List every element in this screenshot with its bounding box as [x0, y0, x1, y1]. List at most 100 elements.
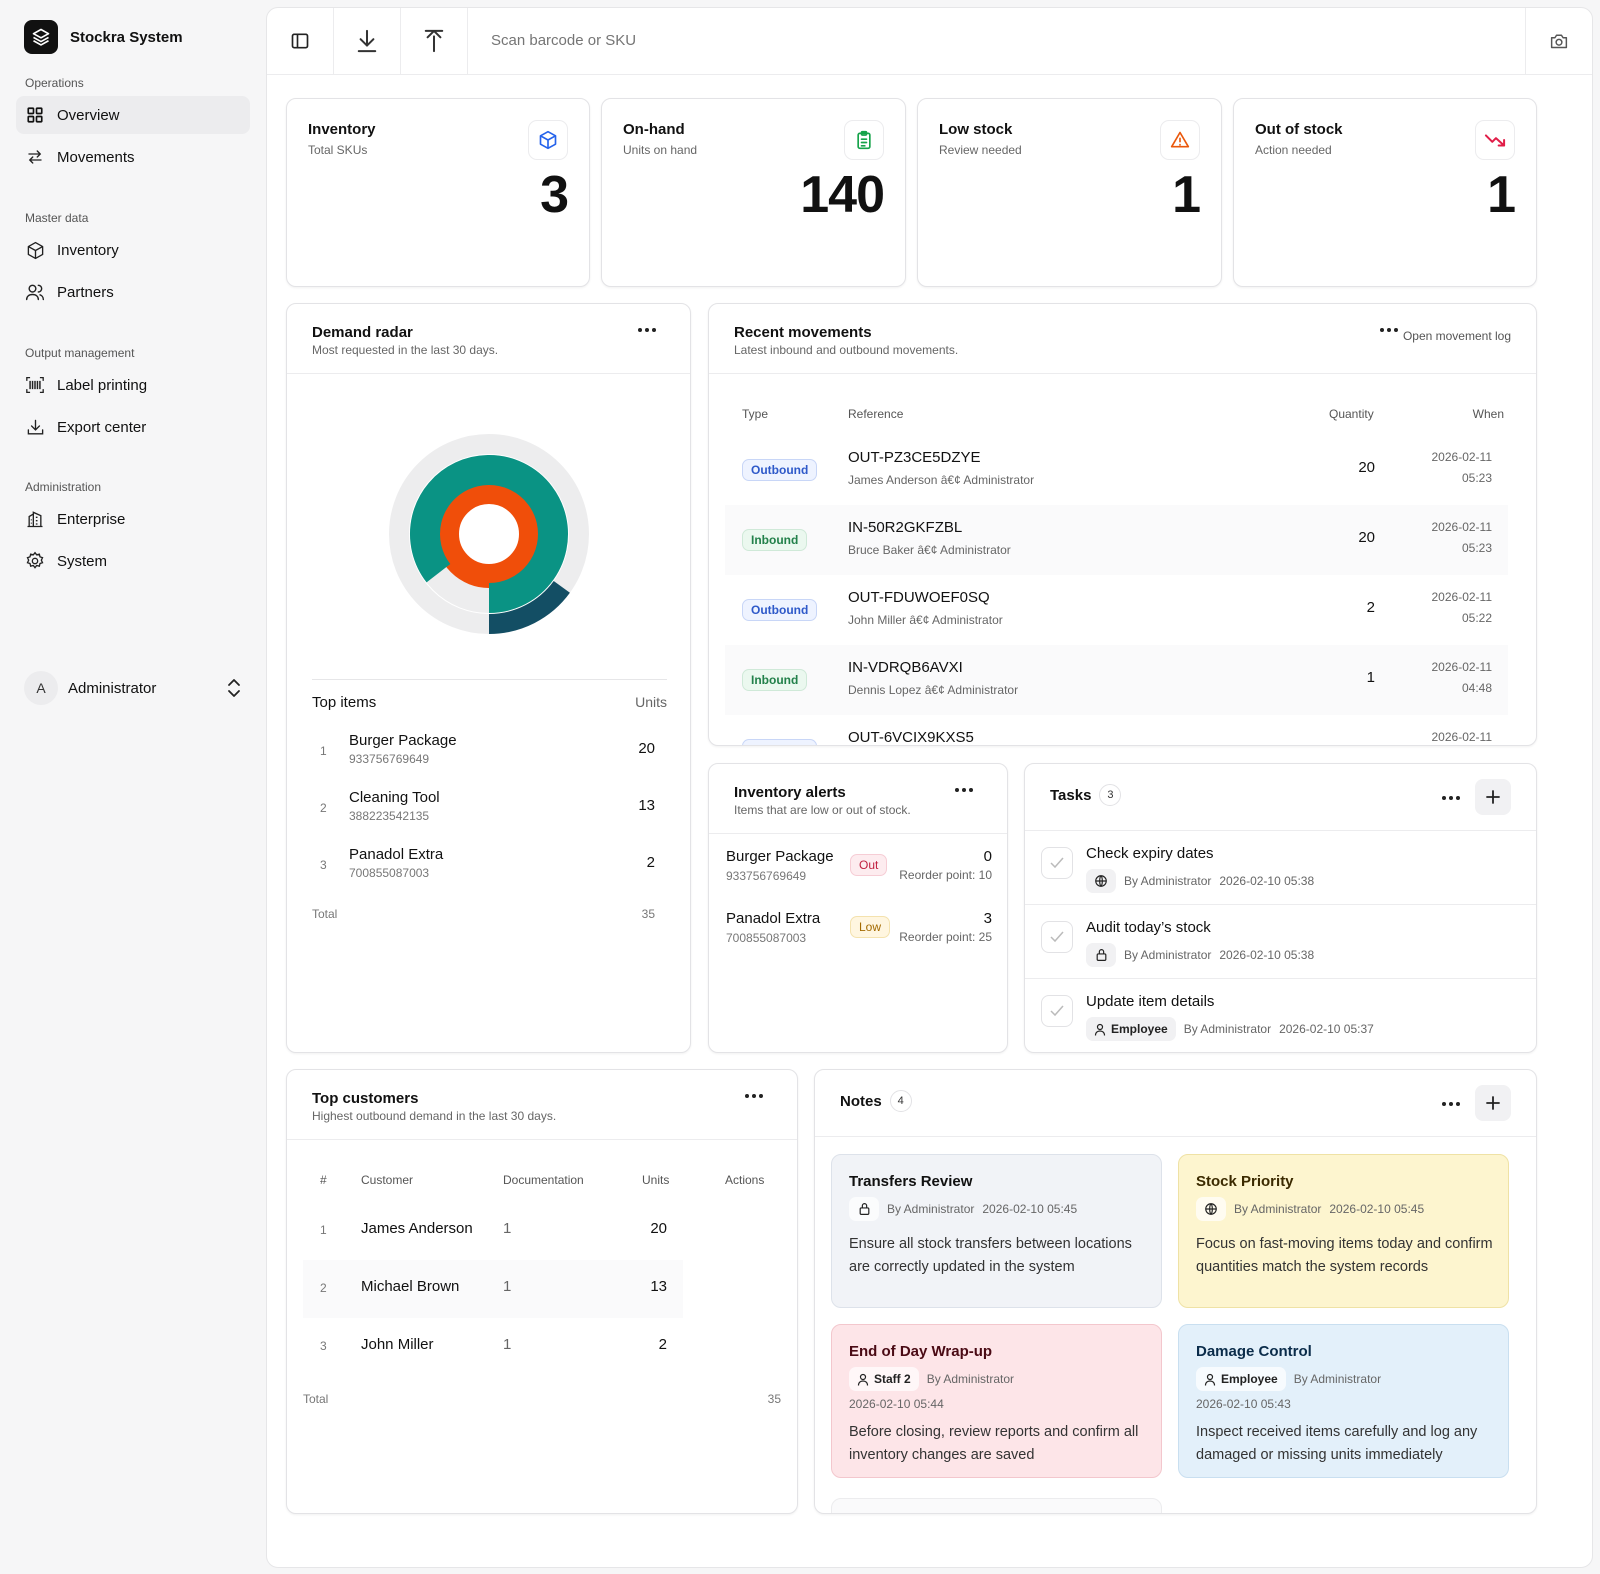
- task-item[interactable]: Check expiry dates By Administrator 2026…: [1025, 830, 1536, 904]
- table-row[interactable]: 2 Michael Brown 1 13: [303, 1260, 683, 1318]
- task-author: By Administrator: [1124, 948, 1212, 962]
- camera-scan-button[interactable]: [1525, 8, 1592, 74]
- import-button[interactable]: [334, 8, 401, 74]
- kpi-card-out-of-stock: Out of stock Action needed 1: [1233, 98, 1537, 287]
- card-subtitle: Latest inbound and outbound movements.: [734, 343, 959, 357]
- visibility-chip: [1086, 869, 1116, 893]
- barcode-search-input[interactable]: [491, 30, 891, 52]
- sidebar-item-inventory[interactable]: Inventory: [16, 231, 250, 269]
- status-badge: Low: [850, 916, 891, 938]
- table-row[interactable]: Inbound IN-VDRQB6AVXI Dennis Lopez â€¢ A…: [725, 645, 1508, 715]
- sidebar-item-movements[interactable]: Movements: [16, 138, 250, 176]
- note-card[interactable]: Transfers Review By Administrator 2026-0…: [831, 1154, 1162, 1308]
- task-checkbox[interactable]: [1041, 995, 1073, 1027]
- more-options-button[interactable]: [1380, 328, 1398, 332]
- movement-date: 2026-02-11: [1431, 450, 1493, 464]
- sidebar-item-partners[interactable]: Partners: [16, 273, 250, 311]
- table-row[interactable]: Outbound OUT-PZ3CE5DZYE James Anderson â…: [725, 435, 1508, 505]
- kpi-card-low-stock: Low stock Review needed 1: [917, 98, 1222, 287]
- item-units: 20: [638, 740, 655, 757]
- top-items-total: Total 35: [312, 907, 667, 921]
- toggle-sidebar-button[interactable]: [267, 8, 334, 74]
- more-options-button[interactable]: [955, 788, 973, 792]
- table-row[interactable]: 1 James Anderson 1 20: [303, 1202, 683, 1260]
- sidebar-item-enterprise[interactable]: Enterprise: [16, 500, 250, 538]
- task-item[interactable]: Update item details Employee By Administ…: [1025, 978, 1536, 1052]
- table-row[interactable]: 3 John Miller 1 2: [303, 1318, 683, 1376]
- warning-icon: [1160, 120, 1200, 160]
- more-options-button[interactable]: [638, 328, 656, 332]
- card-subtitle: Items that are low or out of stock.: [734, 803, 911, 817]
- column-header-actions: Actions: [725, 1173, 765, 1187]
- movement-when: 2026-02-11 05:23: [1432, 447, 1493, 489]
- globe-icon: [1095, 875, 1107, 887]
- task-checkbox[interactable]: [1041, 847, 1073, 879]
- customer-documentation: 1: [503, 1336, 512, 1353]
- table-row[interactable]: Outbound OUT-6VCIX9KXS5 2026-02-11: [725, 715, 1508, 745]
- alert-row[interactable]: Panadol Extra 700855087003 Low 3 Reorder…: [726, 910, 992, 960]
- task-title: Check expiry dates: [1086, 845, 1214, 862]
- card-header: Inventory alerts Items that are low or o…: [709, 764, 1007, 834]
- task-checkbox[interactable]: [1041, 921, 1073, 953]
- units-header: Units: [635, 694, 667, 710]
- task-meta: Employee By Administrator 2026-02-10 05:…: [1086, 1017, 1374, 1041]
- task-date: 2026-02-10 05:38: [1219, 874, 1315, 888]
- movement-partner: Bruce Baker â€¢ Administrator: [848, 543, 1011, 557]
- customer-name: Michael Brown: [361, 1278, 460, 1295]
- column-header-rank: #: [320, 1173, 327, 1187]
- more-options-button[interactable]: [745, 1094, 763, 1098]
- more-options-button[interactable]: [1442, 1102, 1460, 1106]
- alert-row[interactable]: Burger Package 933756769649 Out 0 Reorde…: [726, 848, 992, 898]
- top-customers-card: Top customers Highest outbound demand in…: [286, 1069, 798, 1514]
- visibility-chip: [849, 1197, 879, 1221]
- sidebar-item-label: Inventory: [57, 241, 119, 259]
- note-title: End of Day Wrap-up: [849, 1343, 993, 1360]
- trend-down-icon: [1475, 120, 1515, 160]
- radar-bar-1[interactable]: [435, 480, 543, 588]
- add-task-button[interactable]: [1475, 779, 1511, 815]
- movement-type-badge: Inbound: [742, 529, 808, 551]
- kpi-title: Low stock: [939, 121, 1013, 138]
- item-name: Burger Package: [349, 732, 457, 749]
- note-date: 2026-02-10 05:44: [849, 1397, 944, 1411]
- note-card[interactable]: Damage Control Employee By Administrator…: [1178, 1324, 1509, 1478]
- column-header-documentation: Documentation: [503, 1173, 584, 1187]
- sidebar-item-label-printing[interactable]: Label printing: [16, 366, 250, 404]
- card-header: Top customers Highest outbound demand in…: [287, 1070, 797, 1140]
- radar-bar-3[interactable]: [488, 580, 570, 634]
- more-options-button[interactable]: [1442, 796, 1460, 800]
- top-item-row[interactable]: 1 Burger Package 933756769649 20: [312, 732, 667, 776]
- lock-icon: [1096, 949, 1106, 961]
- brand[interactable]: Stockra System: [24, 20, 183, 54]
- radar-center: [471, 516, 507, 552]
- sidebar-item-system[interactable]: System: [16, 542, 250, 580]
- column-header-customer: Customer: [361, 1173, 414, 1187]
- column-header-quantity: Quantity: [1329, 407, 1374, 421]
- kpi-subtitle: Total SKUs: [308, 143, 368, 157]
- task-item[interactable]: Audit today’s stock By Administrator 202…: [1025, 904, 1536, 978]
- task-author: By Administrator: [1124, 874, 1212, 888]
- add-note-button[interactable]: [1475, 1085, 1511, 1121]
- top-items-header: Top items Units: [312, 694, 667, 716]
- top-item-row[interactable]: 3 Panadol Extra 700855087003 2: [312, 846, 667, 890]
- nav-heading: Operations: [25, 76, 84, 90]
- user-icon: [857, 1373, 869, 1386]
- table-row[interactable]: Outbound OUT-FDUWOEF0SQ John Miller â€¢ …: [725, 575, 1508, 645]
- column-header-units: Units: [642, 1173, 670, 1187]
- customer-rank: 2: [320, 1281, 327, 1295]
- users-icon: [25, 282, 45, 302]
- column-header-type: Type: [742, 407, 769, 421]
- note-card[interactable]: End of Day Wrap-up Staff 2 By Administra…: [831, 1324, 1162, 1478]
- export-button[interactable]: [401, 8, 468, 74]
- top-item-row[interactable]: 2 Cleaning Tool 388223542135 13: [312, 789, 667, 833]
- sidebar-item-export-center[interactable]: Export center: [16, 408, 250, 446]
- sidebar-item-overview[interactable]: Overview: [16, 96, 250, 134]
- note-card[interactable]: Stock Priority By Administrator 2026-02-…: [1178, 1154, 1509, 1308]
- radar-bar-2[interactable]: [410, 455, 568, 613]
- user-menu[interactable]: A Administrator: [24, 670, 242, 706]
- open-movement-log-link[interactable]: Open movement log: [1402, 329, 1511, 343]
- movement-quantity: 20: [1358, 529, 1375, 546]
- movement-time: 05:22: [1461, 611, 1492, 625]
- table-row[interactable]: Inbound IN-50R2GKFZBL Bruce Baker â€¢ Ad…: [725, 505, 1508, 575]
